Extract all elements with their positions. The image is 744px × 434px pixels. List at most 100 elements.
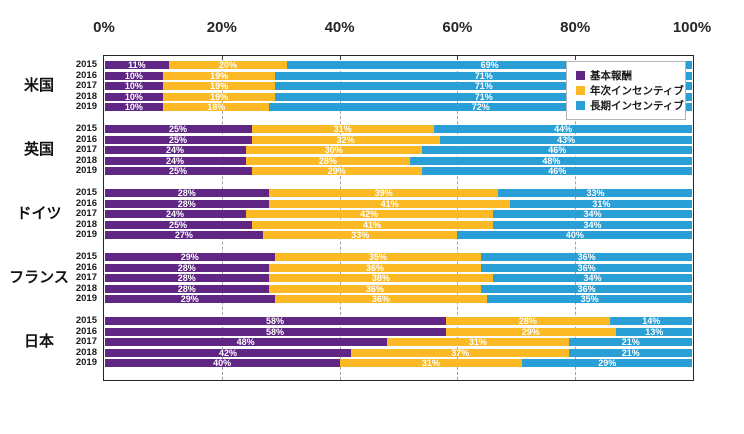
x-axis-tick-label: 80% <box>560 19 591 36</box>
legend-swatch-base-salary-icon <box>576 71 585 80</box>
bar-segment: 24% <box>104 155 246 166</box>
bar-segment: 24% <box>104 210 246 219</box>
bar-value-label: 35% <box>368 252 387 262</box>
bar-value-label: 24% <box>166 145 185 155</box>
bar-value-label: 34% <box>583 273 602 283</box>
bar-row: 2018 10% 19% 71% <box>0 90 744 102</box>
bar-value-label: 46% <box>548 166 567 176</box>
bar-segment: 37% <box>351 348 569 357</box>
bar-row: 2017 24% 42% 34% <box>0 209 744 219</box>
bar-value-label: 29% <box>598 358 617 368</box>
bar-row: 2016 28% 36% 36% <box>0 262 744 272</box>
bar-segment: 28% <box>104 284 270 293</box>
bar-value-label: 24% <box>166 155 185 166</box>
bar-segment: 28% <box>104 198 270 209</box>
bar-track: 48% 31% 21% <box>104 338 693 347</box>
bar-track: 25% 29% 46% <box>104 166 693 176</box>
year-label: 2015 <box>75 123 97 134</box>
bar-row: 2018 25% 41% 34% <box>0 219 744 230</box>
bar-segment: 35% <box>275 252 481 262</box>
bar-segment: 19% <box>163 82 276 91</box>
legend-label: 基本報酬 <box>590 70 632 82</box>
legend: 基本報酬 年次インセンティブ 長期インセンティブ <box>566 61 686 120</box>
bar-value-label: 29% <box>180 252 199 262</box>
bar-value-label: 36% <box>577 283 596 294</box>
bar-segment: 36% <box>480 263 693 272</box>
bar-value-label: 43% <box>557 134 576 145</box>
bar-track: 11% 20% 69% <box>104 60 693 70</box>
bar-segment: 36% <box>269 263 481 272</box>
bar-segment: 18% <box>163 103 270 112</box>
bar-segment: 46% <box>422 166 693 176</box>
bar-value-label: 44% <box>554 124 573 134</box>
country-label: 米国 <box>23 77 54 94</box>
bar-track: 27% 33% 40% <box>104 230 693 240</box>
bar-segment: 34% <box>492 209 693 219</box>
bar-value-label: 42% <box>360 209 379 219</box>
bar-track: 29% 35% 36% <box>104 252 693 262</box>
bar-row: 2017 10% 19% 71% <box>0 81 744 91</box>
bar-segment: 72% <box>269 103 693 112</box>
bar-segment: 69% <box>286 61 693 70</box>
bar-segment: 25% <box>104 135 252 144</box>
bar-value-label: 46% <box>548 145 567 155</box>
bar-track: 58% 28% 14% <box>104 317 693 326</box>
bar-segment: 21% <box>569 348 693 357</box>
bar-segment: 38% <box>269 273 493 283</box>
bar-segment: 11% <box>104 61 170 70</box>
bar-row: 2015 28% 39% 33% <box>0 188 744 198</box>
bar-segment: 25% <box>104 220 252 229</box>
bar-segment: 71% <box>275 70 693 81</box>
bar-segment: 36% <box>480 253 693 262</box>
x-axis-tick-label: 20% <box>206 19 237 36</box>
bar-segment: 20% <box>169 60 287 70</box>
bar-value-label: 27% <box>174 230 193 240</box>
bar-row: 2016 28% 41% 31% <box>0 198 744 209</box>
bar-segment: 28% <box>245 156 411 165</box>
year-label: 2018 <box>75 282 97 294</box>
bar-value-label: 34% <box>583 209 602 219</box>
bar-value-label: 20% <box>218 60 237 70</box>
bar-row: 2016 58% 29% 13% <box>0 326 744 337</box>
bar-value-label: 29% <box>521 326 540 337</box>
year-label: 2019 <box>75 229 97 240</box>
x-axis-tick-label: 0% <box>93 19 115 36</box>
bar-track: 42% 37% 21% <box>104 348 693 357</box>
axis-tick-mark <box>339 56 341 60</box>
bar-value-label: 10% <box>124 102 143 112</box>
bar-segment: 28% <box>445 317 611 326</box>
bar-segment: 10% <box>104 81 164 91</box>
bar-value-label: 40% <box>565 230 584 240</box>
bar-segment: 42% <box>104 348 352 357</box>
bar-value-label: 48% <box>542 155 561 166</box>
year-label: 2019 <box>75 101 97 112</box>
legend-swatch-long-term-incentive-icon <box>576 101 585 110</box>
axis-tick-mark <box>221 56 223 60</box>
bar-row: 2016 25% 32% 43% <box>0 133 744 145</box>
bar-segment: 29% <box>104 252 276 262</box>
bar-value-label: 71% <box>474 70 493 81</box>
bar-value-label: 58% <box>266 326 285 337</box>
bar-value-label: 38% <box>371 273 390 283</box>
bar-segment: 34% <box>492 273 693 283</box>
bar-value-label: 35% <box>580 294 599 304</box>
year-label: 2016 <box>75 133 97 145</box>
bar-segment: 25% <box>104 167 252 176</box>
legend-label: 長期インセンティブ <box>590 100 684 112</box>
bar-value-label: 32% <box>336 134 355 145</box>
bar-value-label: 13% <box>645 326 664 337</box>
bar-value-label: 10% <box>124 81 143 91</box>
bar-value-label: 36% <box>371 294 390 304</box>
year-label: 2018 <box>75 90 97 102</box>
axis-tick-mark <box>575 56 577 60</box>
bar-segment: 40% <box>104 359 340 368</box>
country-label: ドイツ <box>16 205 62 222</box>
bar-value-label: 10% <box>124 70 143 81</box>
bar-track: 10% 19% 71% <box>104 70 693 81</box>
bar-segment: 31% <box>339 359 522 368</box>
bar-segment: 25% <box>104 125 252 134</box>
bar-value-label: 28% <box>177 198 196 209</box>
bar-row: 2017 24% 30% 46% <box>0 145 744 155</box>
bar-value-label: 39% <box>374 188 393 198</box>
bar-value-label: 34% <box>583 219 602 230</box>
